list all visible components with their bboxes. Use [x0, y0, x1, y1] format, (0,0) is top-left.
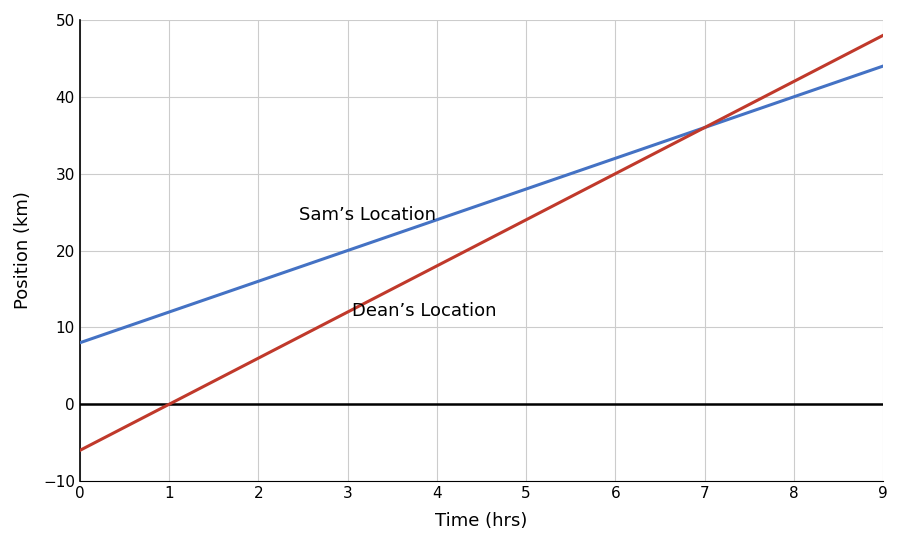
Text: Sam’s Location: Sam’s Location — [299, 206, 436, 224]
Y-axis label: Position (km): Position (km) — [14, 191, 32, 310]
Text: Dean’s Location: Dean’s Location — [352, 302, 497, 320]
X-axis label: Time (hrs): Time (hrs) — [436, 512, 528, 530]
